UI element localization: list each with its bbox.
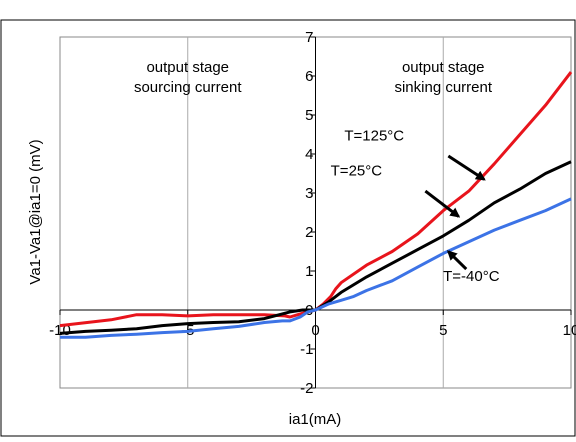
- series-arrow: [446, 250, 468, 271]
- y-tick-label: 2: [305, 224, 313, 241]
- y-tick-label: -1: [300, 341, 313, 358]
- y-tick-label: 1: [305, 263, 313, 280]
- y-tick-label: 4: [305, 146, 313, 163]
- y-tick-label: 3: [305, 185, 313, 202]
- x-tick-label: 5: [439, 322, 447, 339]
- x-tick-label: 10: [563, 322, 576, 339]
- series-arrow: [424, 189, 461, 218]
- series-line: [59, 160, 572, 335]
- y-tick-label: 5: [305, 107, 313, 124]
- region-label: output stage sinking current: [394, 59, 492, 96]
- series-label: T=-40°C: [443, 268, 500, 285]
- series-label: T=25°C: [331, 162, 383, 179]
- series-label: T=125°C: [344, 127, 404, 144]
- outer-border: [0, 19, 576, 437]
- y-axis-label: Va1-Va1@ia1=0 (mV): [27, 139, 44, 284]
- x-tick-label: 0: [311, 322, 319, 339]
- region-label-line: sinking current: [394, 79, 492, 96]
- series-line: [60, 197, 572, 339]
- region-label-line: output stage: [146, 59, 229, 76]
- x-axis-label: ia1(mA): [289, 411, 342, 428]
- y-tick-label: 7: [305, 29, 313, 46]
- region-label-line: sourcing current: [134, 79, 242, 96]
- y-tick-label: -2: [300, 380, 313, 397]
- series-arrow: [447, 154, 486, 181]
- region-label-line: output stage: [402, 59, 485, 76]
- y-tick-label: 6: [305, 68, 313, 85]
- region-label: output stage sourcing current: [134, 59, 242, 96]
